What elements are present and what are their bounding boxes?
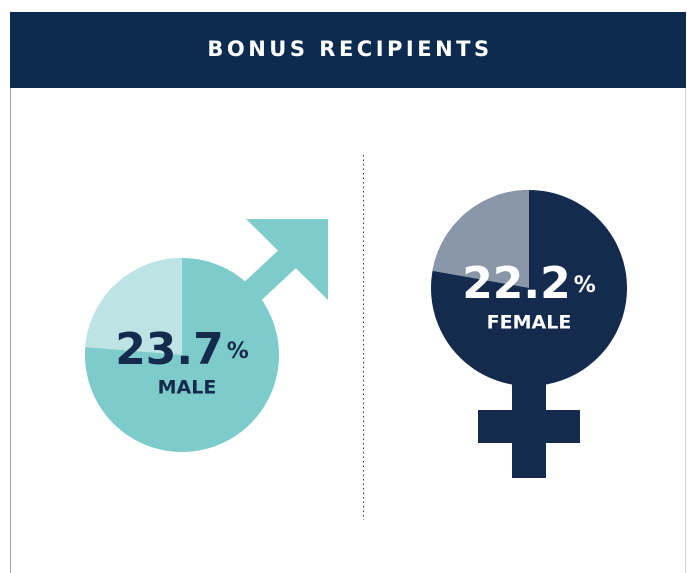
value-label: 22.2%	[462, 258, 596, 309]
female-cross-horizontal	[478, 410, 580, 443]
pie-slice	[432, 190, 529, 288]
value-number: 23.7	[115, 324, 224, 375]
value-label: 23.7%	[115, 324, 249, 375]
value-unit: %	[227, 339, 249, 364]
pie-chart: 22.2 %FEMALE	[431, 190, 627, 386]
value-number: 22.2	[462, 258, 571, 309]
pie-slice	[85, 258, 182, 355]
title: BONUS RECIPIENTS	[207, 37, 492, 61]
male-arrow-head	[246, 219, 328, 300]
pie-label: FEMALE	[487, 312, 572, 334]
pie-label: MALE	[158, 377, 217, 399]
value-unit: %	[574, 273, 596, 298]
pie-chart: 23.7 %MALE	[85, 258, 279, 452]
header	[10, 12, 686, 88]
